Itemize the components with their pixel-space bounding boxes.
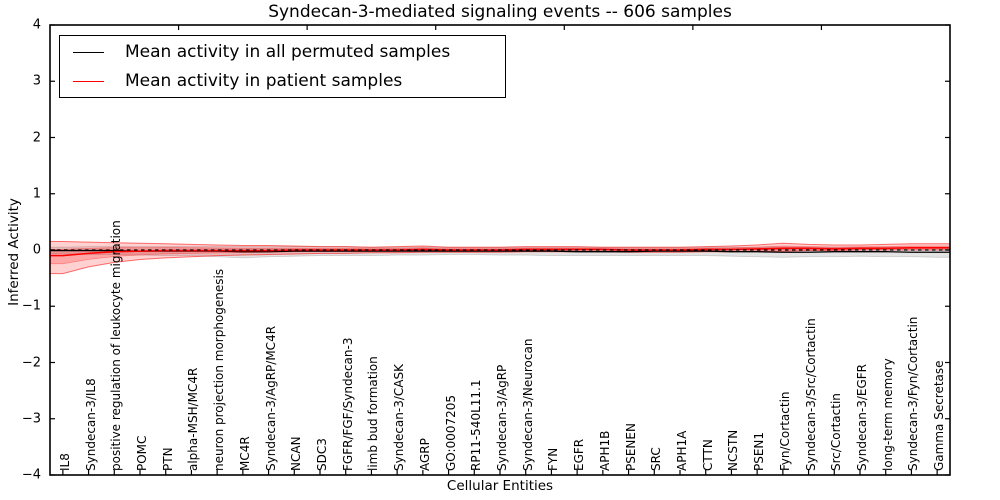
y-tick-label: 0 <box>32 242 41 258</box>
x-category-label: Syndecan-3/Neurocan <box>520 338 535 471</box>
chart-title: Syndecan-3-mediated signaling events -- … <box>268 2 732 22</box>
y-tick-label: −4 <box>21 467 41 483</box>
x-category-label: PSEN1 <box>752 431 767 471</box>
x-category-label: FGFR/FGF/Syndecan-3 <box>340 337 355 471</box>
x-category-label: AGRP <box>417 438 432 471</box>
x-category-label: PSENEN <box>623 423 638 471</box>
x-category-label: MC4R <box>237 436 252 471</box>
x-category-label: POMC <box>135 435 149 471</box>
x-category-label: GO:0007205 <box>443 394 458 471</box>
y-tick-label: 1 <box>32 186 41 202</box>
x-category-label: SDC3 <box>315 438 329 471</box>
y-axis-title: Inferred Activity <box>6 198 22 306</box>
legend-item-permuted: Mean activity in all permuted samples <box>60 39 505 65</box>
x-category-label: FYN <box>546 447 561 471</box>
x-category-label: neuron projection morphogenesis <box>212 268 227 471</box>
x-category-label: Syndecan-3/CASK <box>392 364 407 471</box>
x-category-label: APH1B <box>597 430 612 471</box>
y-tick-label: 2 <box>32 130 41 145</box>
x-category-label: Syndecan-3/Src/Cortactin <box>803 318 818 471</box>
x-category-label: Src/Cortactin <box>829 393 844 471</box>
legend: Mean activity in all permuted samples Me… <box>59 35 506 98</box>
x-category-label: Syndecan-3/IL8 <box>83 378 98 471</box>
legend-label-permuted: Mean activity in all permuted samples <box>125 42 451 62</box>
x-category-label: alpha-MSH/MC4R <box>186 367 201 471</box>
x-category-label: IL8 <box>57 453 72 471</box>
y-tick-label: −2 <box>21 355 41 370</box>
y-tick-label: −3 <box>21 411 41 427</box>
y-tick-label: 3 <box>32 73 41 89</box>
x-category-label: Syndecan-3/EGFR <box>855 363 869 471</box>
x-category-label: NCSTN <box>726 429 741 471</box>
x-category-label: APH1A <box>675 430 689 471</box>
x-category-label: CTTN <box>700 439 715 471</box>
legend-label-patient: Mean activity in patient samples <box>125 71 403 91</box>
axis-ticks <box>50 24 950 476</box>
x-category-label: long-term memory <box>880 358 895 471</box>
x-category-label: Syndecan-3/AgRP/MC4R <box>263 325 278 471</box>
y-tick-label: −1 <box>21 298 41 314</box>
x-category-label: positive regulation of leukocyte migrati… <box>109 220 124 471</box>
legend-item-patient: Mean activity in patient samples <box>60 68 505 94</box>
x-category-label: Gamma Secretase <box>932 360 947 471</box>
x-category-label: RP11-540L11.1 <box>469 379 484 471</box>
x-category-label: NCAN <box>289 436 304 471</box>
y-tick-label: 4 <box>32 17 41 33</box>
patient-line-swatch <box>73 80 104 82</box>
x-axis-title: Cellular Entities <box>446 478 554 494</box>
x-category-label: Fyn/Cortactin <box>777 391 792 471</box>
permuted-line-swatch <box>73 51 104 53</box>
x-category-label: limb bud formation <box>366 356 381 471</box>
x-category-label: Syndecan-3/Fyn/Cortactin <box>906 316 921 471</box>
x-category-label: Syndecan-3/AgRP <box>495 364 509 471</box>
x-category-label: SRC <box>649 447 664 471</box>
x-category-label: PTN <box>160 447 175 471</box>
x-category-label: EGFR <box>572 438 587 471</box>
